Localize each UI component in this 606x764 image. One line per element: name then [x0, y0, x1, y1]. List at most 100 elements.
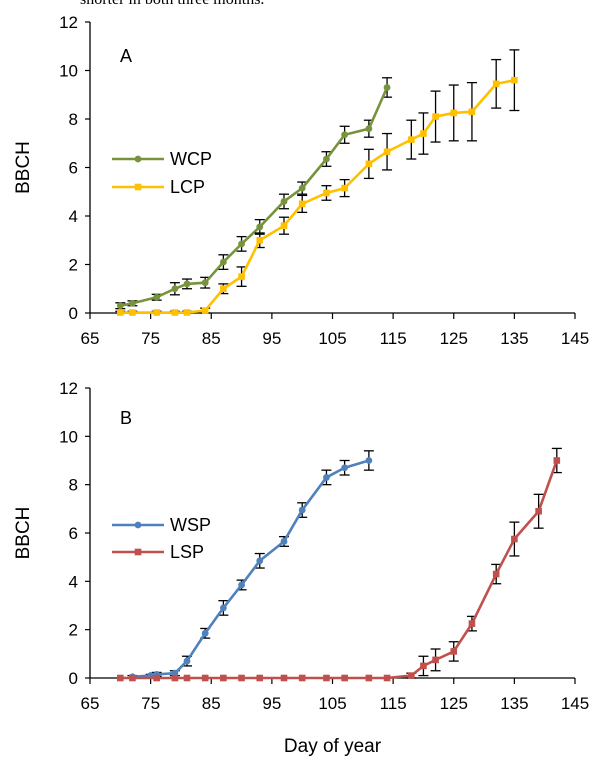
legend-label: WSP: [170, 515, 211, 535]
legend-entry-wcp: WCP: [112, 149, 212, 169]
y-tick-label: 12: [59, 379, 78, 398]
data-point: [129, 299, 136, 307]
series-lcp: [115, 49, 520, 316]
data-point: [365, 160, 373, 168]
data-point: [365, 457, 373, 464]
clipped-caption-text: shorter in both three months.: [80, 0, 380, 9]
data-point: [298, 674, 306, 682]
data-point: [280, 674, 288, 682]
data-point: [511, 535, 518, 543]
data-point: [238, 674, 245, 682]
data-point: [171, 674, 179, 682]
x-tick-label: 85: [202, 694, 221, 713]
data-point: [468, 620, 476, 627]
series-wcp: [115, 77, 393, 310]
data-point: [492, 80, 500, 88]
data-point: [450, 109, 458, 117]
legend-label: WCP: [170, 149, 212, 169]
x-tick-label: 115: [380, 329, 407, 348]
data-point: [171, 309, 179, 316]
x-tick-label: 75: [141, 329, 160, 348]
data-point: [220, 285, 227, 293]
data-point: [365, 674, 373, 682]
data-point: [280, 198, 288, 205]
data-point: [341, 674, 348, 682]
data-point: [256, 557, 264, 565]
data-point: [298, 200, 306, 208]
data-point: [256, 236, 264, 244]
data-point: [219, 258, 227, 266]
data-point: [201, 279, 209, 287]
legend-marker: [134, 183, 142, 191]
data-point: [117, 674, 124, 682]
data-point: [323, 474, 330, 481]
x-tick-label: 145: [561, 694, 589, 713]
data-point: [183, 309, 191, 316]
data-point: [280, 538, 288, 545]
x-tick-label: 145: [561, 329, 589, 348]
x-tick-label: 105: [318, 329, 346, 348]
x-tick-label: 115: [380, 694, 407, 713]
data-point: [201, 307, 209, 314]
data-point: [511, 76, 518, 84]
x-tick-label: 105: [318, 694, 346, 713]
y-tick-label: 12: [59, 13, 78, 32]
data-point: [256, 223, 264, 231]
x-tick-label: 125: [440, 694, 468, 713]
y-tick-label: 2: [69, 621, 78, 640]
legend-label: LCP: [170, 177, 205, 197]
data-point: [553, 457, 561, 464]
x-tick-label: 75: [141, 694, 160, 713]
data-point: [323, 189, 330, 197]
data-point: [420, 662, 427, 670]
legend-marker: [134, 521, 142, 529]
legend-marker: [134, 155, 142, 163]
data-point: [432, 656, 439, 664]
y-axis-label: BBCH: [13, 141, 34, 194]
x-axis-label: Day of year: [284, 736, 382, 757]
y-tick-label: 8: [69, 476, 78, 495]
data-point: [183, 657, 191, 665]
y-axis-label: BBCH: [13, 507, 34, 560]
series-line: [132, 459, 370, 679]
data-point: [219, 604, 227, 612]
y-tick-label: 0: [69, 669, 78, 688]
data-point: [535, 507, 542, 515]
series-line: [120, 460, 559, 680]
y-tick-label: 6: [69, 159, 78, 178]
data-point: [238, 240, 245, 248]
panel-label: A: [120, 46, 132, 66]
data-point: [153, 293, 161, 301]
data-point: [383, 84, 391, 91]
data-point: [129, 674, 136, 682]
series-wsp: [127, 450, 374, 681]
data-point: [183, 280, 191, 288]
x-tick-label: 95: [262, 694, 281, 713]
data-point: [383, 148, 391, 156]
data-point: [432, 113, 439, 120]
panel-a-chart: 0 2 4 6 8 10 12 65 75 85 95 105 115 125 135 145 BBCH A WCP…: [13, 13, 589, 348]
panel-b-chart: 0 2 4 6 8 10 12 65 75 85 95 105 115 125 135 145 BBCH Day …: [13, 379, 589, 757]
data-point: [408, 672, 415, 679]
data-point: [183, 674, 191, 682]
x-tick-label: 65: [81, 694, 100, 713]
data-point: [365, 125, 373, 133]
y-tick-label: 0: [69, 304, 78, 323]
x-tick-label: 95: [262, 329, 281, 348]
data-point: [153, 309, 160, 316]
y-tick-label: 4: [69, 207, 78, 226]
data-point: [280, 222, 288, 229]
data-point: [420, 130, 427, 137]
data-point: [468, 108, 476, 116]
data-point: [408, 136, 415, 143]
x-tick-label: 135: [500, 694, 528, 713]
x-tick-label: 135: [500, 329, 528, 348]
data-point: [492, 570, 500, 578]
data-point: [153, 674, 160, 682]
data-point: [323, 155, 330, 163]
data-point: [298, 184, 306, 192]
y-tick-label: 10: [59, 62, 78, 81]
data-point: [201, 674, 209, 682]
legend-entry-wsp: WSP: [112, 515, 211, 535]
